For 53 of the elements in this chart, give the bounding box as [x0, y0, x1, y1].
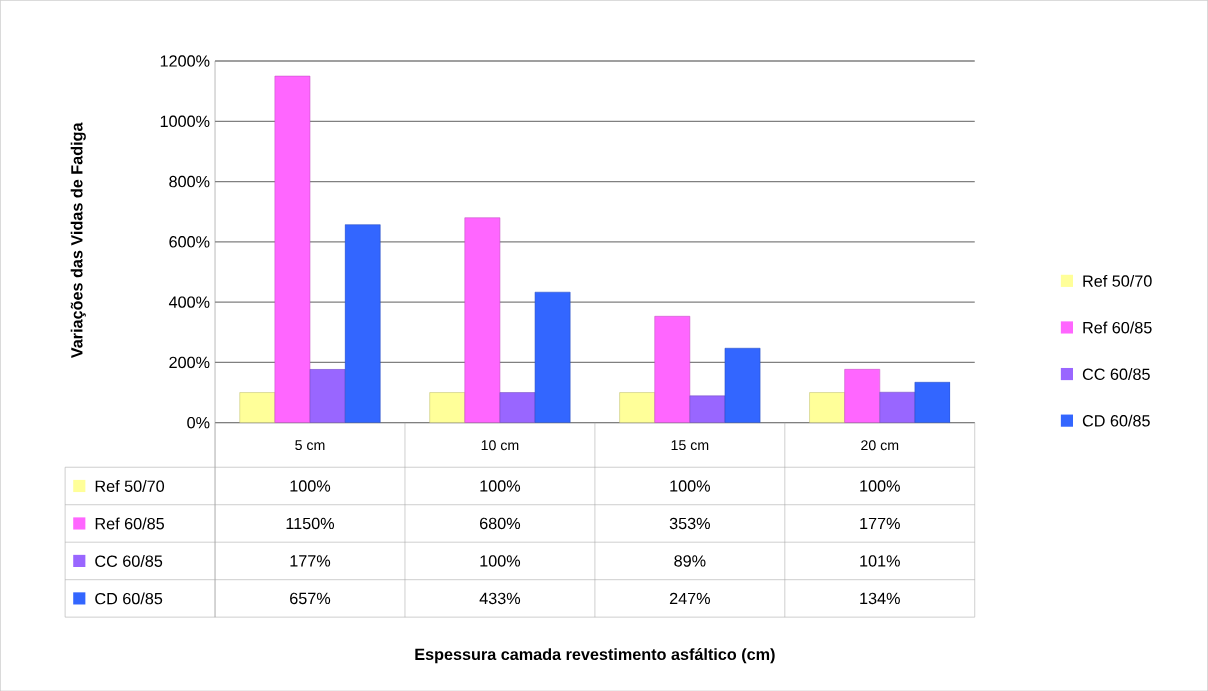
x-tick-label: 15 cm: [671, 440, 709, 450]
y-tick-label: 600%: [169, 235, 210, 248]
bar: [344, 224, 381, 423]
legend-label: CC 60/85: [1082, 367, 1150, 380]
data-label: 89%: [674, 555, 706, 567]
text: Espessura camada revestimento asfáltico (cm): [415, 647, 775, 664]
data-label: 1150%: [286, 517, 335, 529]
y-tick-label: 1200%: [160, 55, 210, 67]
legend-label: Ref 60/85: [95, 517, 164, 530]
data-label: 100%: [860, 480, 900, 492]
legend-label: Ref 50/70: [95, 479, 165, 492]
bar: [239, 392, 276, 423]
bar: [309, 368, 346, 423]
data-label: 100%: [480, 480, 521, 492]
y-tick-label: 800%: [169, 175, 210, 188]
data-label: 177%: [290, 555, 331, 567]
data-label: 247%: [669, 592, 710, 604]
data-label: 680%: [480, 517, 521, 529]
bar: [429, 392, 466, 423]
y-tick-label: 1000%: [160, 115, 210, 127]
data-label: 353%: [669, 517, 710, 529]
text: Ref 50/70: [1083, 274, 1152, 287]
bar: [499, 392, 536, 423]
y-tick-label: 400%: [168, 296, 210, 308]
bar: [724, 347, 761, 423]
x-tick-label: 5 cm: [295, 440, 325, 450]
bar: [464, 217, 501, 423]
legend-label: CD 60/85: [1082, 414, 1150, 427]
bar: [689, 395, 726, 423]
bar: [274, 75, 311, 423]
data-label: 100%: [480, 555, 521, 567]
text: CC 60/85: [95, 554, 163, 567]
bar: [879, 391, 916, 423]
bar: [914, 381, 951, 423]
x-tick-label: 20 cm: [861, 440, 899, 451]
data-label: 101%: [860, 555, 900, 567]
bar: [534, 291, 571, 423]
bar: [844, 368, 881, 423]
text: Ref 60/85: [1083, 321, 1152, 334]
y-axis-title: Variações das Vidas de Fadiga: [70, 122, 86, 358]
data-label: 177%: [860, 517, 900, 529]
data-label: 100%: [670, 480, 710, 492]
data-label: 657%: [290, 592, 331, 604]
bar: [619, 392, 656, 423]
x-tick-label: 10 cm: [481, 440, 519, 451]
y-tick-label: 200%: [169, 356, 210, 368]
bar: [809, 392, 845, 423]
data-label: 100%: [290, 480, 331, 492]
text: CD 60/85: [95, 592, 163, 605]
bar: [654, 315, 691, 423]
data-label: 433%: [479, 592, 521, 604]
data-label: 134%: [860, 592, 900, 604]
y-tick-label: 0%: [187, 416, 210, 429]
